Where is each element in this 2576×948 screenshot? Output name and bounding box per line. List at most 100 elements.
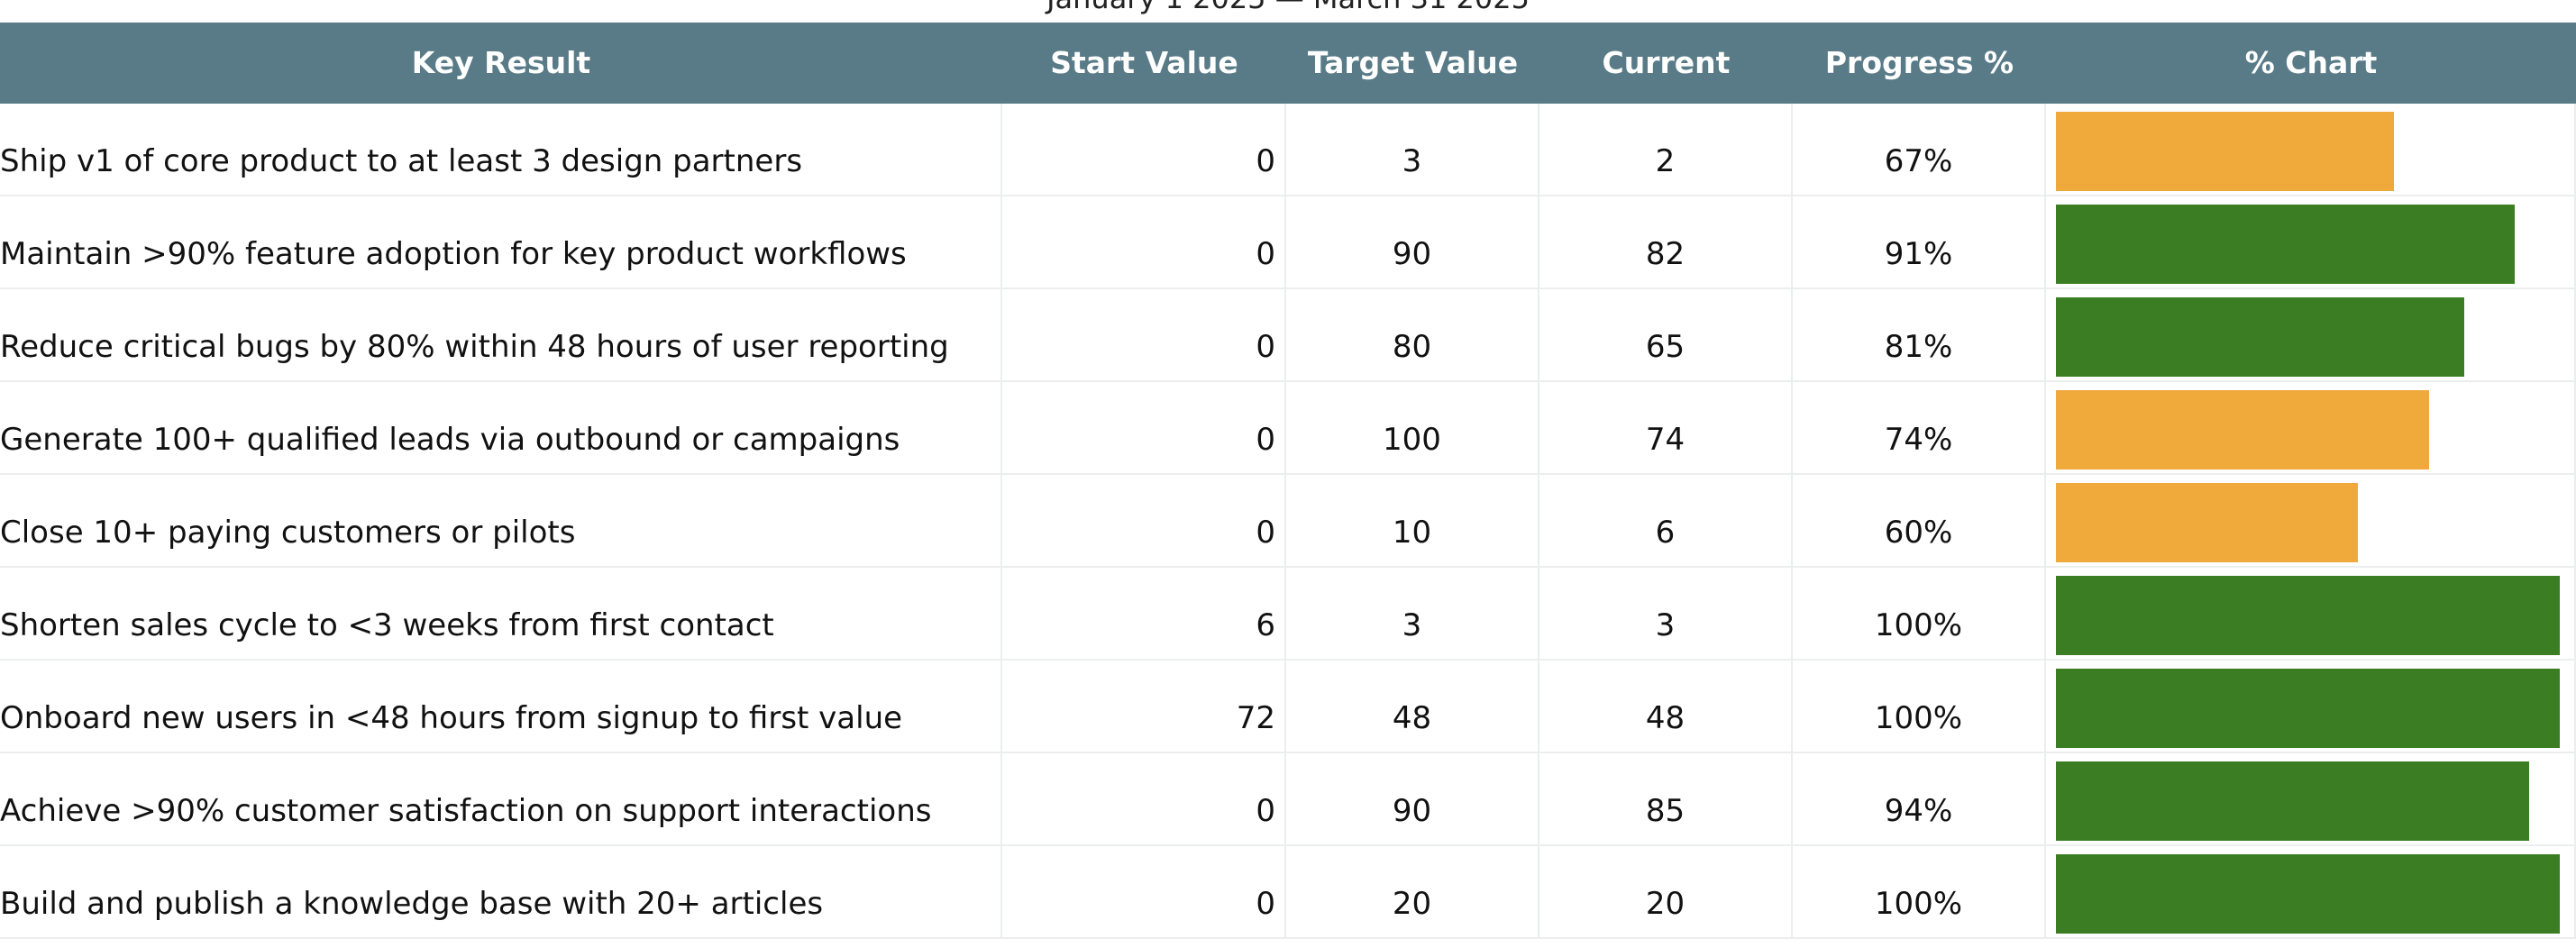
cell-text: Build and publish a knowledge base with … (0, 885, 824, 922)
cell-progress-label: 100% (1793, 568, 2046, 661)
cell-text: 67% (1884, 142, 1953, 179)
progress-bar (2056, 576, 2560, 655)
cell-text: 0 (1256, 235, 1275, 272)
cell-text: Achieve >90% customer satisfaction on su… (0, 792, 932, 829)
cell-text: 94% (1884, 792, 1953, 829)
cell-text: 20 (1645, 885, 1685, 922)
cell-start: 0 (1002, 289, 1286, 382)
progress-bar (2056, 669, 2560, 748)
cell-text: 90 (1392, 235, 1432, 272)
column-header: Key Result (411, 45, 591, 80)
chart-cell (2046, 104, 2576, 196)
cell-text: 0 (1256, 328, 1275, 365)
cell-target: 48 (1286, 661, 1539, 753)
cell-target: 100 (1286, 382, 1539, 475)
progress-bar (2056, 297, 2464, 377)
cell-current: 3 (1539, 568, 1793, 661)
cell-current: 65 (1539, 289, 1793, 382)
key-result: Ship v1 of core product to at least 3 de… (0, 104, 1002, 196)
cell-text: 100% (1874, 606, 1963, 643)
cell-start: 0 (1002, 753, 1286, 846)
column-header: Start Value (1050, 45, 1238, 80)
cell-text: 10 (1392, 514, 1432, 551)
progress-bar (2056, 483, 2359, 562)
cell-target: 10 (1286, 475, 1539, 568)
cell-text: 81% (1884, 328, 1953, 365)
cell-text: 0 (1256, 885, 1275, 922)
column-header: % Chart (2244, 45, 2378, 80)
cell-text: 48 (1645, 699, 1685, 736)
cell-text: Close 10+ paying customers or pilots (0, 514, 576, 551)
cell-text: 74% (1884, 421, 1953, 458)
cell-target: 3 (1286, 104, 1539, 196)
progress-bar (2056, 761, 2530, 841)
cell-text: 6 (1256, 606, 1275, 643)
cell-text: 100 (1383, 421, 1441, 458)
header-bar (0, 23, 2576, 104)
progress-bar (2056, 390, 2429, 469)
cell-text: 48 (1392, 699, 1432, 736)
cell-current: 82 (1539, 196, 1793, 289)
cell-current: 20 (1539, 846, 1793, 939)
cell-text: 90 (1392, 792, 1432, 829)
cell-text: 82 (1645, 235, 1685, 272)
cell-text: 0 (1256, 421, 1275, 458)
cell-current: 85 (1539, 753, 1793, 846)
cell-text: Ship v1 of core product to at least 3 de… (0, 142, 803, 179)
cell-start: 0 (1002, 382, 1286, 475)
cell-start: 0 (1002, 846, 1286, 939)
cell-text: 6 (1655, 514, 1676, 551)
cell-text: 3 (1402, 606, 1422, 643)
cell-text: 3 (1402, 142, 1422, 179)
cell-target: 20 (1286, 846, 1539, 939)
cell-current: 6 (1539, 475, 1793, 568)
cell-text: 0 (1256, 142, 1275, 179)
subtitle: January 1 2025 — March 31 2025 (0, 0, 2576, 16)
cell-target: 90 (1286, 753, 1539, 846)
cell-current: 48 (1539, 661, 1793, 753)
cell-text: 85 (1645, 792, 1685, 829)
cell-target: 3 (1286, 568, 1539, 661)
progress-bar (2056, 112, 2394, 191)
cell-text: Onboard new users in <48 hours from sign… (0, 699, 903, 736)
cell-text: 80 (1392, 328, 1432, 365)
cell-text: Shorten sales cycle to <3 weeks from fir… (0, 606, 774, 643)
column-header: Progress % (1824, 45, 2014, 80)
key-result: Shorten sales cycle to <3 weeks from fir… (0, 568, 1002, 661)
cell-text: 20 (1392, 885, 1432, 922)
key-result: Build and publish a knowledge base with … (0, 846, 1002, 939)
key-result: Generate 100+ qualified leads via outbou… (0, 382, 1002, 475)
key-result: Reduce critical bugs by 80% within 48 ho… (0, 289, 1002, 382)
chart-cell (2046, 568, 2576, 661)
cell-progress-label: 60% (1793, 475, 2046, 568)
chart-cell (2046, 196, 2576, 289)
chart-cell (2046, 661, 2576, 753)
cell-start: 72 (1002, 661, 1286, 753)
cell-progress-label: 100% (1793, 846, 2046, 939)
cell-progress-label: 94% (1793, 753, 2046, 846)
cell-target: 80 (1286, 289, 1539, 382)
cell-start: 0 (1002, 475, 1286, 568)
cell-current: 2 (1539, 104, 1793, 196)
cell-progress-label: 67% (1793, 104, 2046, 196)
chart-cell (2046, 382, 2576, 475)
cell-text: 0 (1256, 514, 1275, 551)
chart-cell (2046, 753, 2576, 846)
key-result: Maintain >90% feature adoption for key p… (0, 196, 1002, 289)
cell-target: 90 (1286, 196, 1539, 289)
cell-text: Generate 100+ qualified leads via outbou… (0, 421, 900, 458)
chart-cell (2046, 846, 2576, 939)
chart-cell (2046, 289, 2576, 382)
cell-text: 0 (1256, 792, 1275, 829)
progress-bar (2056, 205, 2515, 284)
key-result: Onboard new users in <48 hours from sign… (0, 661, 1002, 753)
cell-text: 100% (1874, 699, 1963, 736)
cell-start: 6 (1002, 568, 1286, 661)
cell-current: 74 (1539, 382, 1793, 475)
cell-text: 65 (1645, 328, 1685, 365)
progress-bar (2056, 854, 2560, 934)
cell-text: 60% (1884, 514, 1953, 551)
cell-progress-label: 81% (1793, 289, 2046, 382)
cell-text: 2 (1655, 142, 1676, 179)
